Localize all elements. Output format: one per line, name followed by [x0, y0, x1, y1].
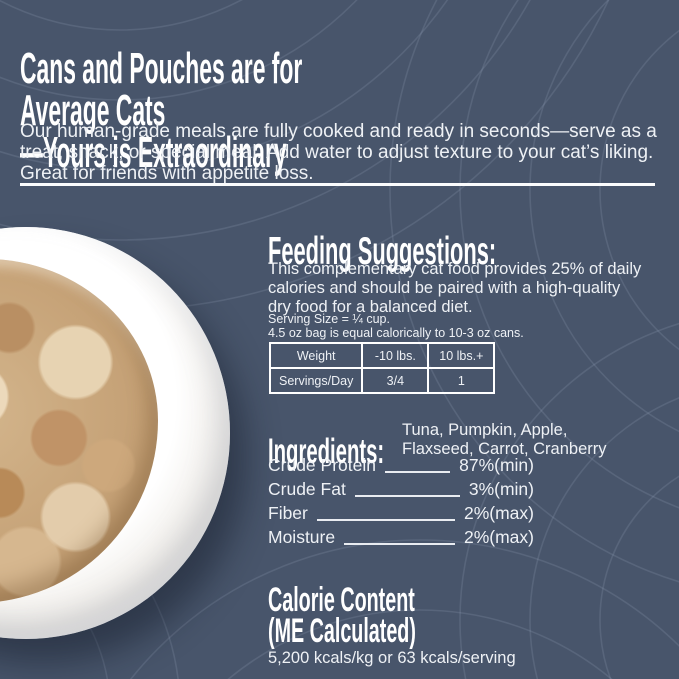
feeding-table-cell-servings-under10: 3/4: [361, 367, 430, 394]
leader-line: [316, 519, 455, 521]
calorie-content-value: 5,200 kcals/kg or 63 kcals/serving: [268, 648, 516, 667]
feeding-table-data-row: Servings/Day 3/4 1: [268, 367, 496, 394]
analysis-value: 2%(max): [463, 503, 534, 523]
serving-size-notes: Serving Size = ¼ cup. 4.5 oz bag is equa…: [268, 312, 524, 340]
header-description: Our human-grade meals are fully cooked a…: [20, 121, 657, 184]
ingredients-list: Tuna, Pumpkin, Apple, Flaxseed, Carrot, …: [402, 420, 607, 459]
calorie-content-heading: Calorie Content (ME Calculated): [268, 581, 416, 651]
analysis-value: 3%(min): [468, 479, 534, 499]
feeding-table-cell-servings-over10: 1: [427, 367, 496, 394]
leader-line: [354, 495, 460, 497]
analysis-label: Crude Fat: [268, 479, 346, 499]
feeding-table-cell-weight: Weight: [268, 342, 364, 369]
feeding-suggestions-heading: Feeding Suggestions:: [268, 230, 497, 274]
feeding-suggestions-description: This complementary cat food provides 25%…: [268, 259, 642, 316]
feeding-table-cell-under10: -10 lbs.: [361, 342, 430, 369]
analysis-label: Fiber: [268, 503, 308, 523]
analysis-row-crude-fat: Crude Fat 3%(min): [268, 476, 534, 500]
calorie-equivalence-line: 4.5 oz bag is equal calorically to 10-3 …: [268, 325, 524, 340]
analysis-row-crude-protein: Crude Protein 87%(min): [268, 452, 534, 476]
feeding-table: Weight -10 lbs. 10 lbs.+ Servings/Day 3/…: [268, 342, 496, 394]
analysis-row-fiber: Fiber 2%(max): [268, 500, 534, 524]
analysis-value: 87%(min): [459, 455, 534, 475]
serving-size-line: Serving Size = ¼ cup.: [268, 312, 390, 326]
leader-line: [344, 543, 455, 545]
leader-line: [384, 471, 451, 473]
analysis-label: Crude Protein: [268, 455, 376, 475]
ingredients-heading: Ingredients:: [268, 432, 385, 472]
feeding-table-header-row: Weight -10 lbs. 10 lbs.+: [268, 342, 496, 369]
analysis-row-moisture: Moisture 2%(max): [268, 524, 534, 548]
tuna-food: [0, 259, 158, 603]
page-title: Cans and Pouches are for Average Cats —Y…: [20, 44, 303, 178]
feeding-table-cell-servings: Servings/Day: [268, 367, 364, 394]
divider-line: [20, 183, 655, 186]
analysis-label: Moisture: [268, 527, 336, 547]
tuna-bowl-photo: [0, 227, 230, 639]
feeding-table-cell-over10: 10 lbs.+: [427, 342, 496, 369]
analysis-value: 2%(max): [463, 527, 534, 547]
guaranteed-analysis: Crude Protein 87%(min) Crude Fat 3%(min)…: [268, 452, 534, 548]
